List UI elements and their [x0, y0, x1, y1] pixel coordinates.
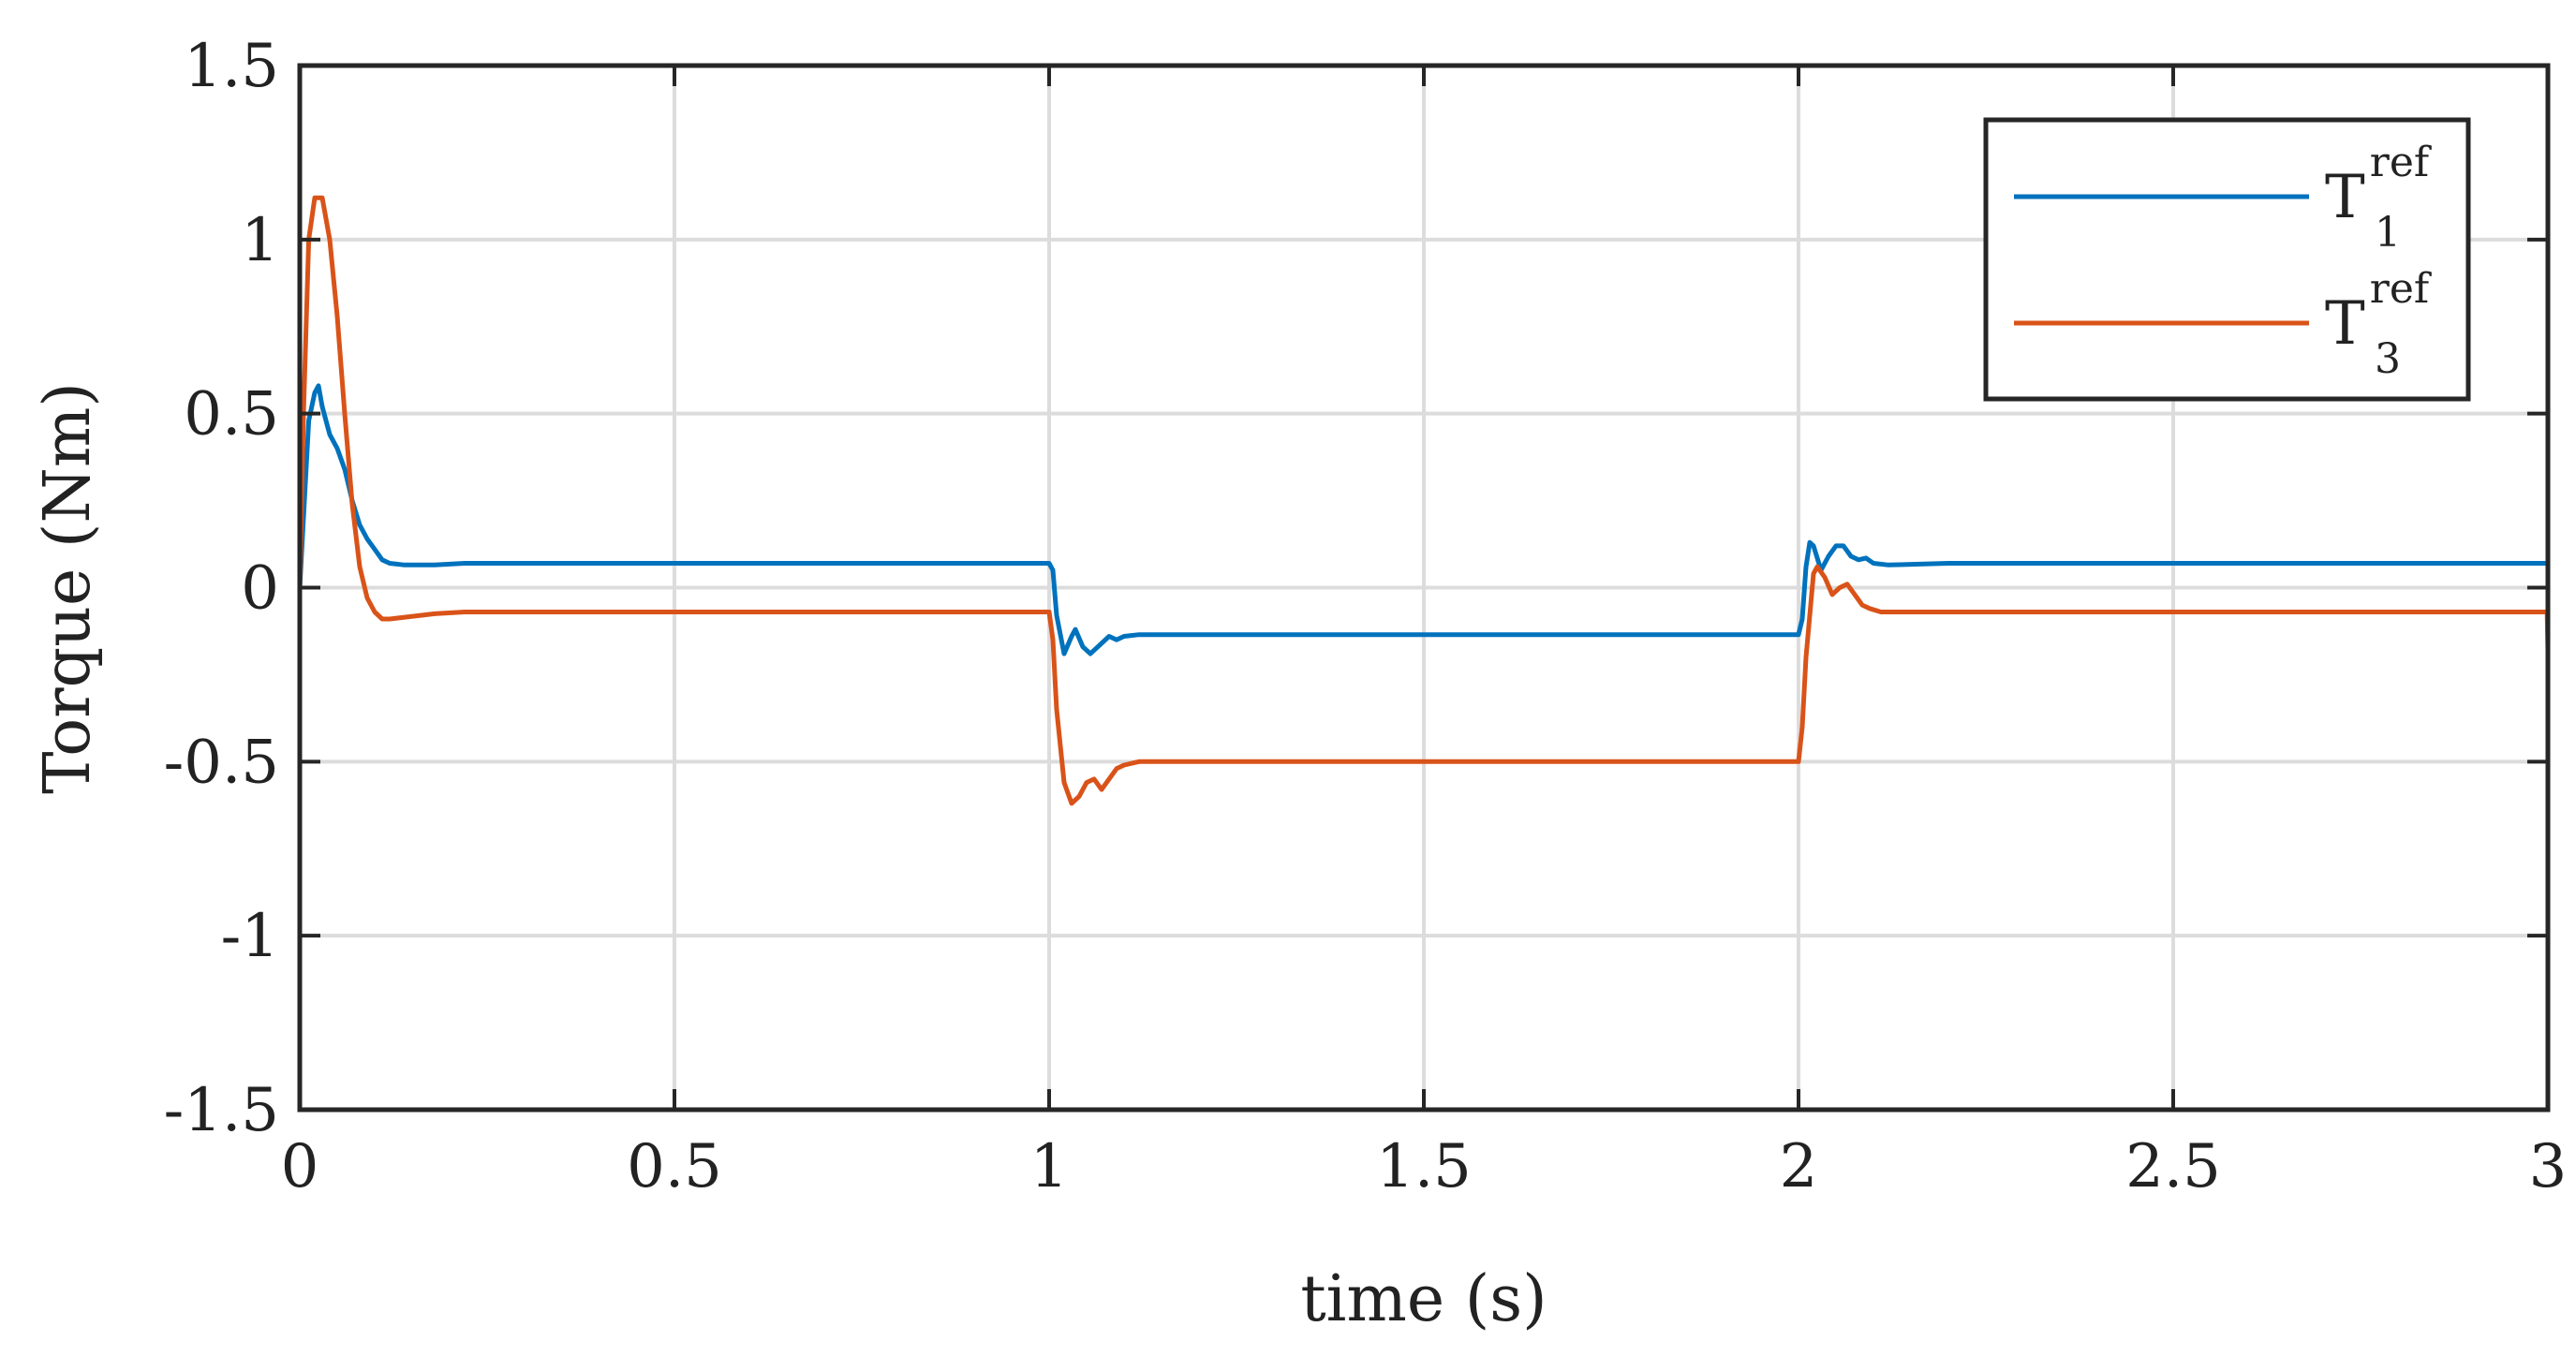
y-tick-label: -0.5 — [164, 728, 279, 797]
x-tick-label: 0 — [281, 1132, 319, 1201]
x-tick-label: 1.5 — [1376, 1132, 1472, 1201]
legend-label-1: T ref — [2325, 139, 2432, 232]
x-tick-label: 0.5 — [627, 1132, 722, 1201]
y-tick-label: 0.5 — [184, 380, 279, 450]
legend-entry-1: T ref 1 — [2014, 139, 2432, 257]
series-line-2 — [297, 195, 2551, 806]
y-axis-title: Torque (Nm) — [31, 382, 105, 794]
legend-entry-2: T ref 3 — [2014, 265, 2432, 383]
x-tick-label: 2.5 — [2125, 1132, 2221, 1201]
x-tick-label: 1 — [1030, 1132, 1069, 1201]
y-tick-label: 1.5 — [184, 32, 279, 101]
y-tick-label: 1 — [241, 206, 279, 275]
x-tick-label: 2 — [1780, 1132, 1818, 1201]
series-line-1 — [297, 383, 2548, 656]
legend: T ref 1 T ref 3 — [1983, 117, 2471, 402]
legend-label-2: T ref — [2325, 265, 2432, 359]
data-series — [297, 195, 2551, 806]
axis-tick-labels: 0 0.5 1 1.5 2 2.5 3 -1.5 -1 -0.5 0 0.5 1 1.5 — [164, 32, 2568, 1201]
axis-ticks — [298, 64, 2550, 1112]
legend-box — [1983, 117, 2471, 402]
y-tick-label: 0 — [241, 554, 279, 624]
x-tick-label: 3 — [2529, 1132, 2568, 1201]
y-tick-label: -1.5 — [164, 1076, 279, 1145]
x-axis-title: time (s) — [1300, 1262, 1547, 1336]
y-tick-label: -1 — [221, 902, 279, 971]
legend-subscript-2: 3 — [2375, 335, 2401, 383]
legend-subscript-1: 1 — [2375, 209, 2401, 257]
